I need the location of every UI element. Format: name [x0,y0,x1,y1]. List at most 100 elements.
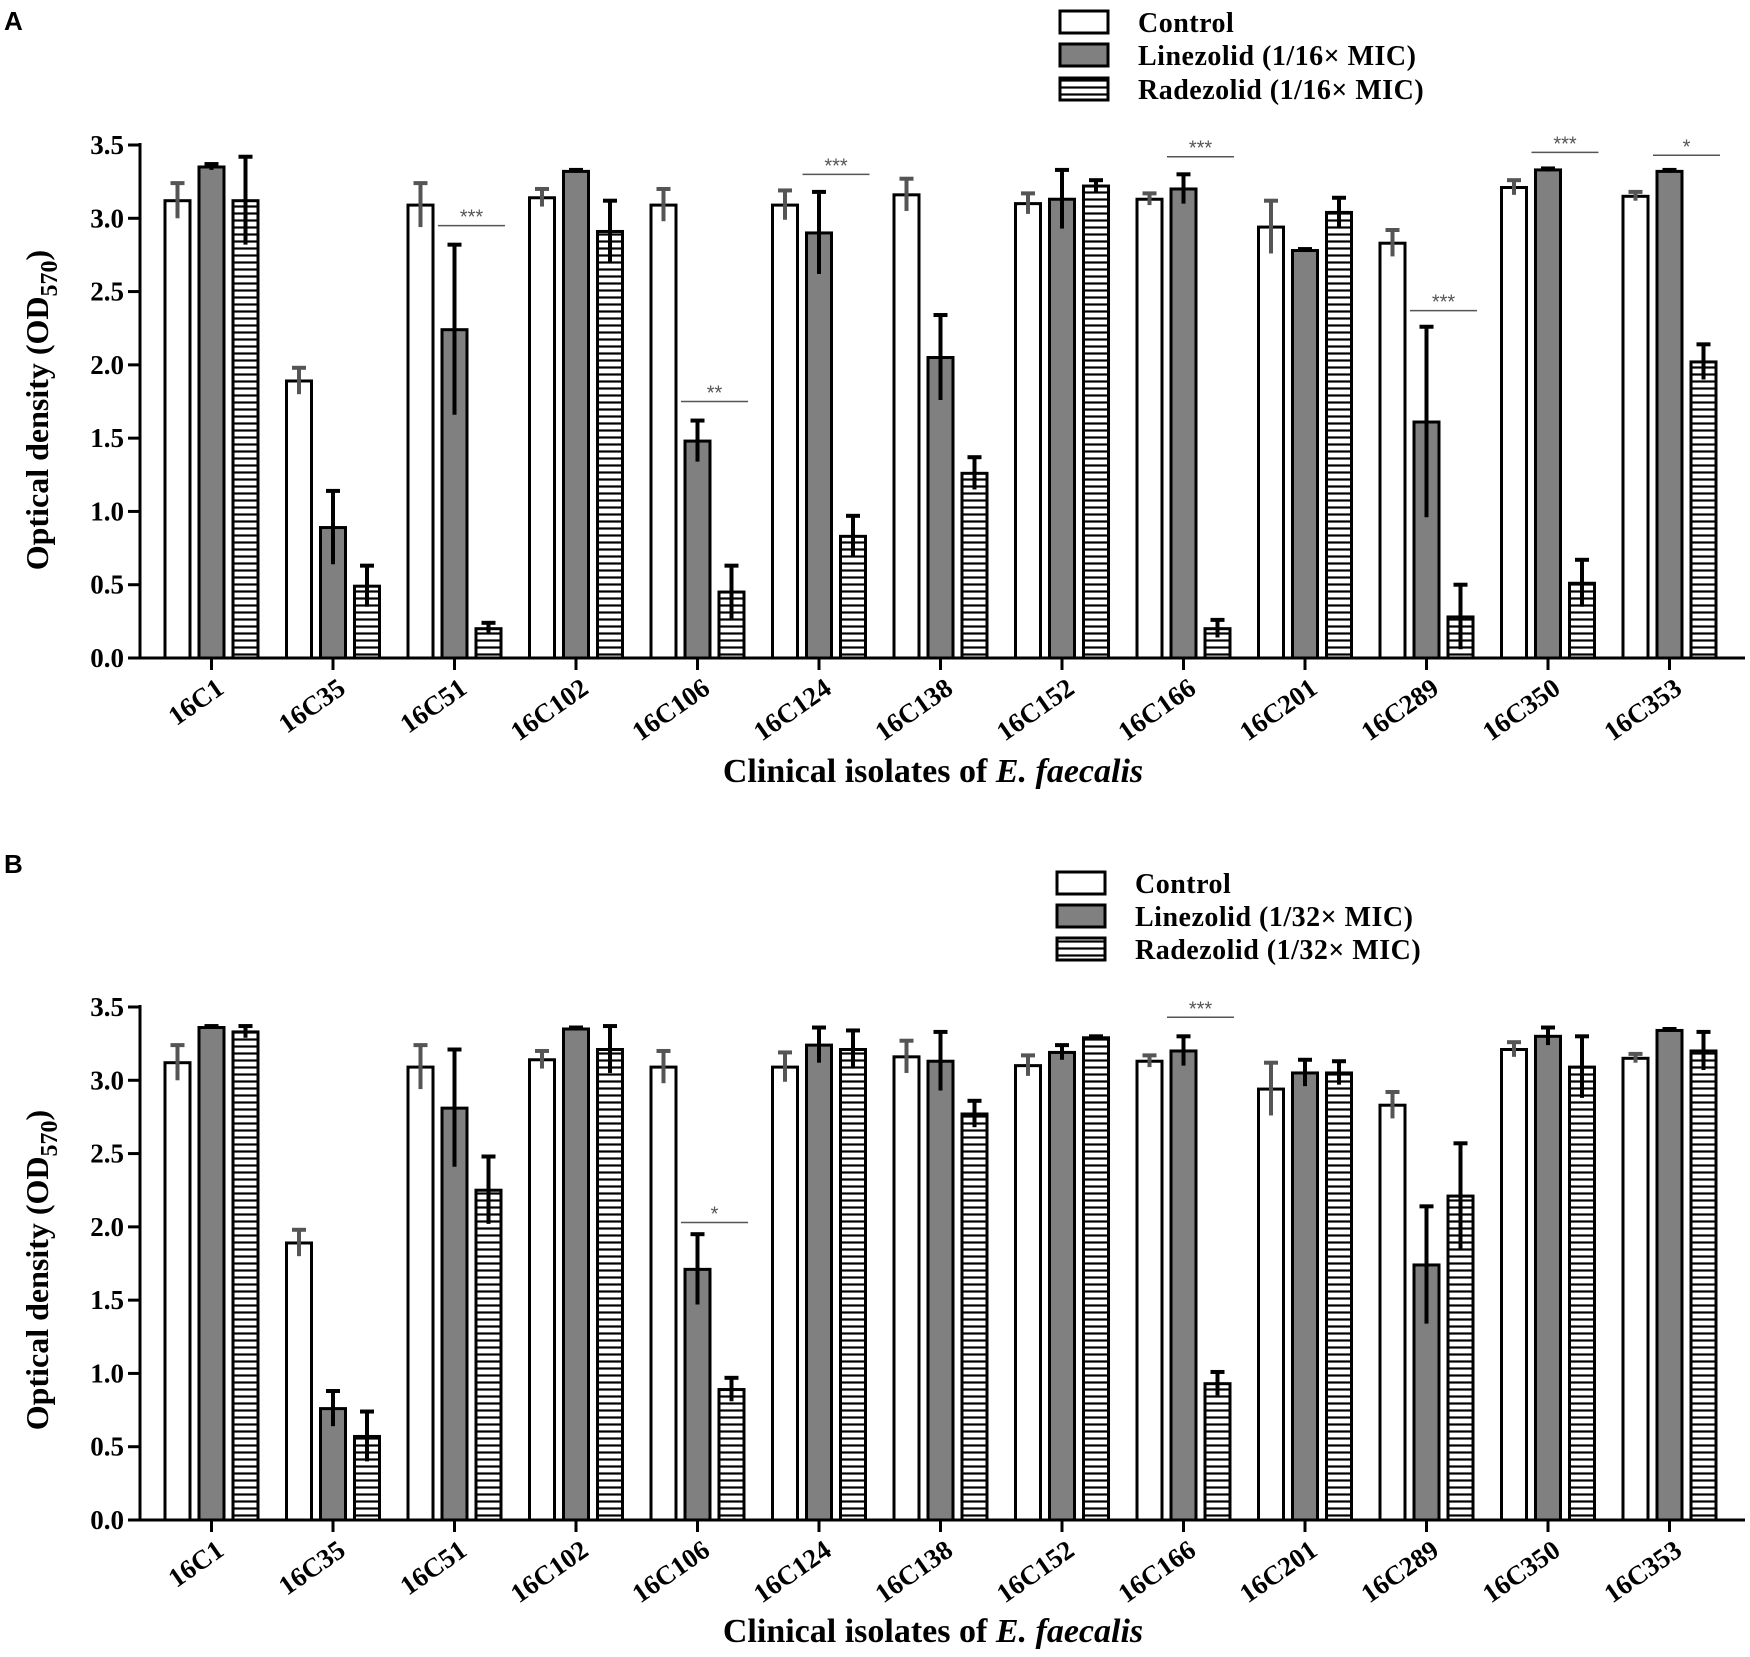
bar-solid [1169,1049,1198,1522]
bar-open [1500,186,1528,660]
category-label: 16C124 [748,1534,836,1608]
bar-open [285,1241,313,1522]
y-tick-label: 1.0 [90,1358,124,1388]
category-label: 16C1 [163,1534,229,1593]
bar-striped [596,229,624,660]
bar-open [1135,197,1164,660]
significance-label: *** [824,155,848,177]
bar-solid [1655,1028,1684,1522]
category-label: 16C124 [748,672,836,746]
panel-a: A Control Linezolid (1/16× MIC) Radezoli… [4,6,1745,790]
category-label: 16C350 [1477,672,1565,746]
legend-label-linezolid: Linezolid (1/16× MIC) [1138,41,1416,72]
y-tick-label: 3.5 [90,130,124,160]
bar-striped [474,1188,503,1522]
x-axis-title-b: Clinical isolates of E. faecalis [723,1613,1143,1650]
category-label: 16C166 [1112,1534,1200,1608]
category-label: 16C152 [991,1534,1079,1608]
category-label: 16C353 [1598,672,1686,746]
category-label: 16C106 [626,672,714,746]
bar-open [1014,1064,1042,1522]
bar-solid [1048,197,1076,660]
bar-striped [717,1388,746,1522]
bar-open [892,1055,921,1522]
bar-open [1014,202,1042,660]
y-tick-label: 1.5 [90,423,124,453]
bar-open [1257,1087,1285,1522]
bar-striped [960,1112,989,1522]
bar-open [1621,1056,1650,1522]
bar-open [1135,1059,1164,1522]
axes-b: 0.0 0.5 1.0 1.5 2.0 2.5 3.0 3.5 [90,992,1745,1535]
bar-solid [1655,169,1684,660]
category-label: 16C350 [1477,1534,1565,1608]
bar-open [406,203,435,660]
significance-label: * [1683,136,1691,158]
bar-striped [353,584,381,660]
bar-striped [1325,1071,1353,1522]
bar-open [771,1065,799,1522]
category-labels-b: 16C1 16C35 16C51 16C102 16C106 16C124 16C138 16… [163,1534,1687,1608]
legend-swatch-linezolid [1058,42,1110,68]
bar-open [163,1061,192,1522]
y-tick-label: 0.5 [90,1432,124,1462]
category-label: 16C289 [1355,672,1443,746]
category-label: 16C1 [163,672,229,731]
bar-open [1378,1103,1407,1522]
bar-open [1621,194,1650,660]
bar-solid [1169,187,1198,660]
bar-striped [1082,184,1110,660]
y-tick-label: 0.0 [90,1505,124,1535]
y-axis-title-b: Optical density (OD570) [19,1110,63,1430]
bar-solid [562,1027,590,1522]
bar-open [406,1065,435,1522]
bar-striped [1082,1036,1110,1522]
significance-label: *** [1432,292,1456,314]
category-label: 16C51 [395,672,472,739]
bar-solid [683,439,712,660]
legend-label-control: Control [1135,869,1231,900]
bar-open [1500,1048,1528,1522]
legend-label-radezolid: Radezolid (1/16× MIC) [1138,75,1424,106]
bar-striped [1203,627,1232,660]
bar-solid [926,1059,955,1522]
y-tick-label: 3.0 [90,203,124,233]
category-label: 16C152 [991,672,1079,746]
legend-label-linezolid: Linezolid (1/32× MIC) [1135,902,1413,933]
panel-letter-a: A [4,6,23,36]
bar-striped [1568,1065,1596,1522]
bar-striped [1446,1194,1475,1522]
category-label: 16C102 [505,1534,593,1608]
category-label: 16C35 [273,672,350,739]
bar-striped [839,1048,867,1522]
significance-label: * [711,1203,719,1225]
bar-solid [805,1043,833,1522]
significance-label: *** [1553,133,1577,155]
panel-b: B Control Linezolid (1/32× MIC) Radezoli… [4,849,1745,1650]
bars-a [163,154,1718,660]
category-label: 16C106 [626,1534,714,1608]
y-tick-label: 0.5 [90,570,124,600]
legend-a: Control Linezolid (1/16× MIC) Radezolid … [1058,8,1424,106]
category-label: 16C138 [869,672,957,746]
category-label: 16C201 [1234,672,1322,746]
panel-letter-b: B [4,849,23,879]
bar-solid [926,356,955,660]
bar-open [1378,241,1407,660]
bar-solid [1048,1050,1076,1522]
bars-b [163,1024,1718,1522]
legend-swatch-radezolid [1055,936,1107,962]
bar-solid [1534,168,1562,660]
bar-open [285,379,313,660]
significance-label: *** [460,207,484,229]
bar-open [1257,225,1285,660]
significance-a: ***************** * [438,133,1720,405]
category-label: 16C353 [1598,1534,1686,1608]
legend-swatch-control [1055,870,1107,896]
bar-solid [805,231,833,660]
y-tick-label: 3.0 [90,1065,124,1095]
category-label: 16C166 [1112,672,1200,746]
category-label: 16C201 [1234,1534,1322,1608]
y-tick-label: 0.0 [90,643,124,673]
